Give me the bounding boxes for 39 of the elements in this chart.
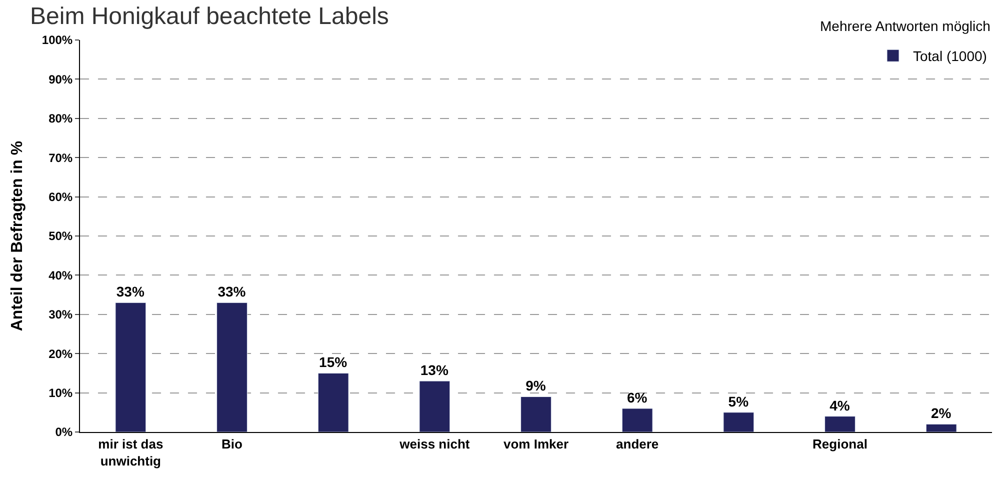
text: 6%: [626, 389, 648, 406]
y-tick-label: 10%: [48, 386, 73, 400]
text: 15%: [319, 354, 348, 370]
bar: [520, 396, 552, 432]
y-tick-label: 50%: [48, 229, 73, 244]
bar: [824, 416, 856, 432]
y-tick-label: 30%: [48, 308, 73, 322]
bar: [419, 380, 450, 432]
text: 2%: [930, 405, 952, 422]
x-tick-label: vom Imker: [503, 436, 569, 452]
y-tick-label: 90%: [48, 72, 73, 86]
text: Mehrere Antworten möglich: [820, 18, 990, 34]
chart-title: Beim Honigkauf beachtete Labels: [30, 3, 389, 30]
bar: [115, 302, 146, 432]
legend-label: Total (1000): [913, 48, 987, 64]
y-tick-label: 70%: [48, 150, 73, 165]
y-tick-label: 0%: [55, 425, 73, 440]
bar: [926, 424, 957, 432]
y-tick-label: 80%: [48, 112, 73, 126]
x-tick-label: Regional: [812, 436, 868, 452]
text: 5%: [728, 393, 749, 410]
y-axis-title: Anteil der Befragten in %: [8, 140, 26, 332]
y-tick-label: 20%: [48, 346, 73, 361]
y-tick-label: 100%: [42, 33, 73, 48]
y-tick-label: 60%: [48, 190, 73, 204]
x-tick-label: mir ist das unwichtig: [98, 436, 164, 468]
text: 33%: [116, 284, 144, 300]
bar: [318, 372, 349, 432]
y-tick-label: 40%: [48, 268, 73, 282]
x-tick-label: weiss nicht: [398, 436, 470, 452]
bar: [723, 412, 754, 432]
text: 4%: [830, 397, 850, 414]
x-tick-label: andere: [616, 436, 659, 452]
text: 13%: [420, 362, 448, 378]
x-tick-label: Bio: [222, 436, 243, 452]
text: 33%: [218, 284, 246, 300]
bar: [216, 302, 248, 432]
text: 9%: [526, 378, 546, 394]
bar: [622, 408, 653, 432]
